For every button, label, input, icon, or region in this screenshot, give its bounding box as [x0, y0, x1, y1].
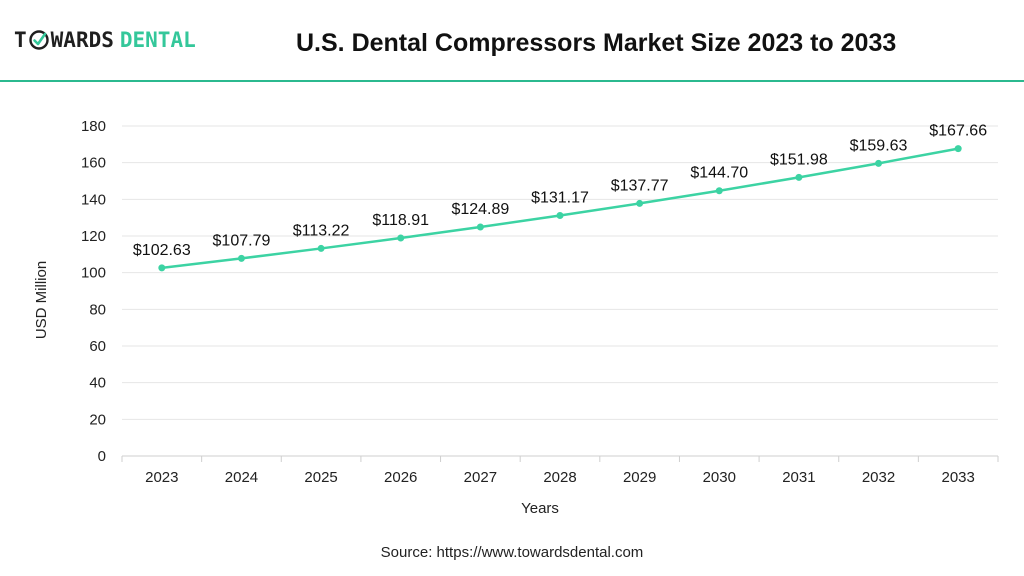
- source-label: Source:: [380, 544, 433, 561]
- data-label: $167.66: [929, 123, 987, 140]
- data-point[interactable]: [237, 254, 245, 262]
- source-note: Source: https://www.towardsdental.com: [0, 544, 1024, 561]
- data-point[interactable]: [476, 223, 484, 231]
- data-point[interactable]: [715, 187, 723, 195]
- header-divider: [0, 80, 1024, 82]
- x-tick-label: 2028: [543, 469, 576, 486]
- y-tick-label: 120: [81, 228, 106, 245]
- x-tick-label: 2025: [304, 469, 337, 486]
- data-point[interactable]: [954, 145, 962, 153]
- data-point[interactable]: [636, 199, 644, 207]
- source-url[interactable]: https://www.towardsdental.com: [436, 544, 644, 561]
- axes: 0 20 40 60 80 100 120 140 160 180 2023 2024 2025 2026…: [81, 118, 999, 486]
- data-label: $137.77: [611, 177, 669, 194]
- x-tick-label: 2030: [703, 469, 736, 486]
- y-axis-label: USD Million: [33, 261, 50, 339]
- page-title: U.S. Dental Compressors Market Size 2023…: [296, 29, 897, 57]
- series-line: [161, 147, 959, 270]
- y-tick-label: 20: [89, 411, 106, 428]
- series: $102.63 $107.79 $113.22 $118.91 $124.89 $131.…: [133, 123, 987, 272]
- y-tick-label: 140: [81, 191, 106, 208]
- data-label: $151.98: [770, 151, 828, 168]
- y-tick-label: 80: [89, 301, 106, 318]
- data-label: $159.63: [850, 137, 908, 154]
- data-label: $107.79: [213, 232, 271, 249]
- x-tick-label: 2029: [623, 469, 656, 486]
- data-label: $102.63: [133, 242, 191, 259]
- data-point[interactable]: [556, 212, 564, 220]
- data-point[interactable]: [397, 234, 405, 242]
- header: T WARDS DENTAL U.S. Dental Compressors M…: [0, 0, 1024, 82]
- data-point[interactable]: [317, 244, 325, 252]
- tooth-check-icon: [28, 30, 49, 50]
- x-tick-label: 2033: [941, 469, 974, 486]
- x-axis-label: Years: [521, 500, 559, 517]
- x-tick-label: 2023: [145, 469, 178, 486]
- data-label: $131.17: [531, 190, 589, 207]
- x-tick-label: 2031: [782, 469, 815, 486]
- y-tick-label: 160: [81, 155, 106, 172]
- brand-name-start: T: [14, 28, 27, 52]
- data-label: $124.89: [451, 201, 509, 218]
- y-tick-label: 100: [81, 265, 106, 282]
- data-label: $118.91: [372, 212, 429, 229]
- y-tick-label: 180: [81, 118, 106, 135]
- grid-lines: [122, 125, 998, 420]
- x-tick-label: 2032: [862, 469, 895, 486]
- y-tick-label: 40: [89, 375, 106, 392]
- y-tick-label: 0: [98, 448, 106, 465]
- brand-name-middle: WARDS: [50, 28, 114, 52]
- data-point[interactable]: [795, 173, 803, 181]
- data-label: $113.22: [293, 222, 350, 239]
- x-tick-label: 2024: [225, 469, 258, 486]
- x-tick-label: 2027: [464, 469, 497, 486]
- x-tick-label: 2026: [384, 469, 417, 486]
- brand-logo[interactable]: T WARDS DENTAL: [14, 28, 196, 52]
- data-point[interactable]: [158, 264, 166, 272]
- data-label: $144.70: [690, 165, 748, 182]
- brand-name-accent: DENTAL: [119, 28, 196, 52]
- y-tick-label: 60: [89, 338, 106, 355]
- data-point[interactable]: [875, 159, 883, 167]
